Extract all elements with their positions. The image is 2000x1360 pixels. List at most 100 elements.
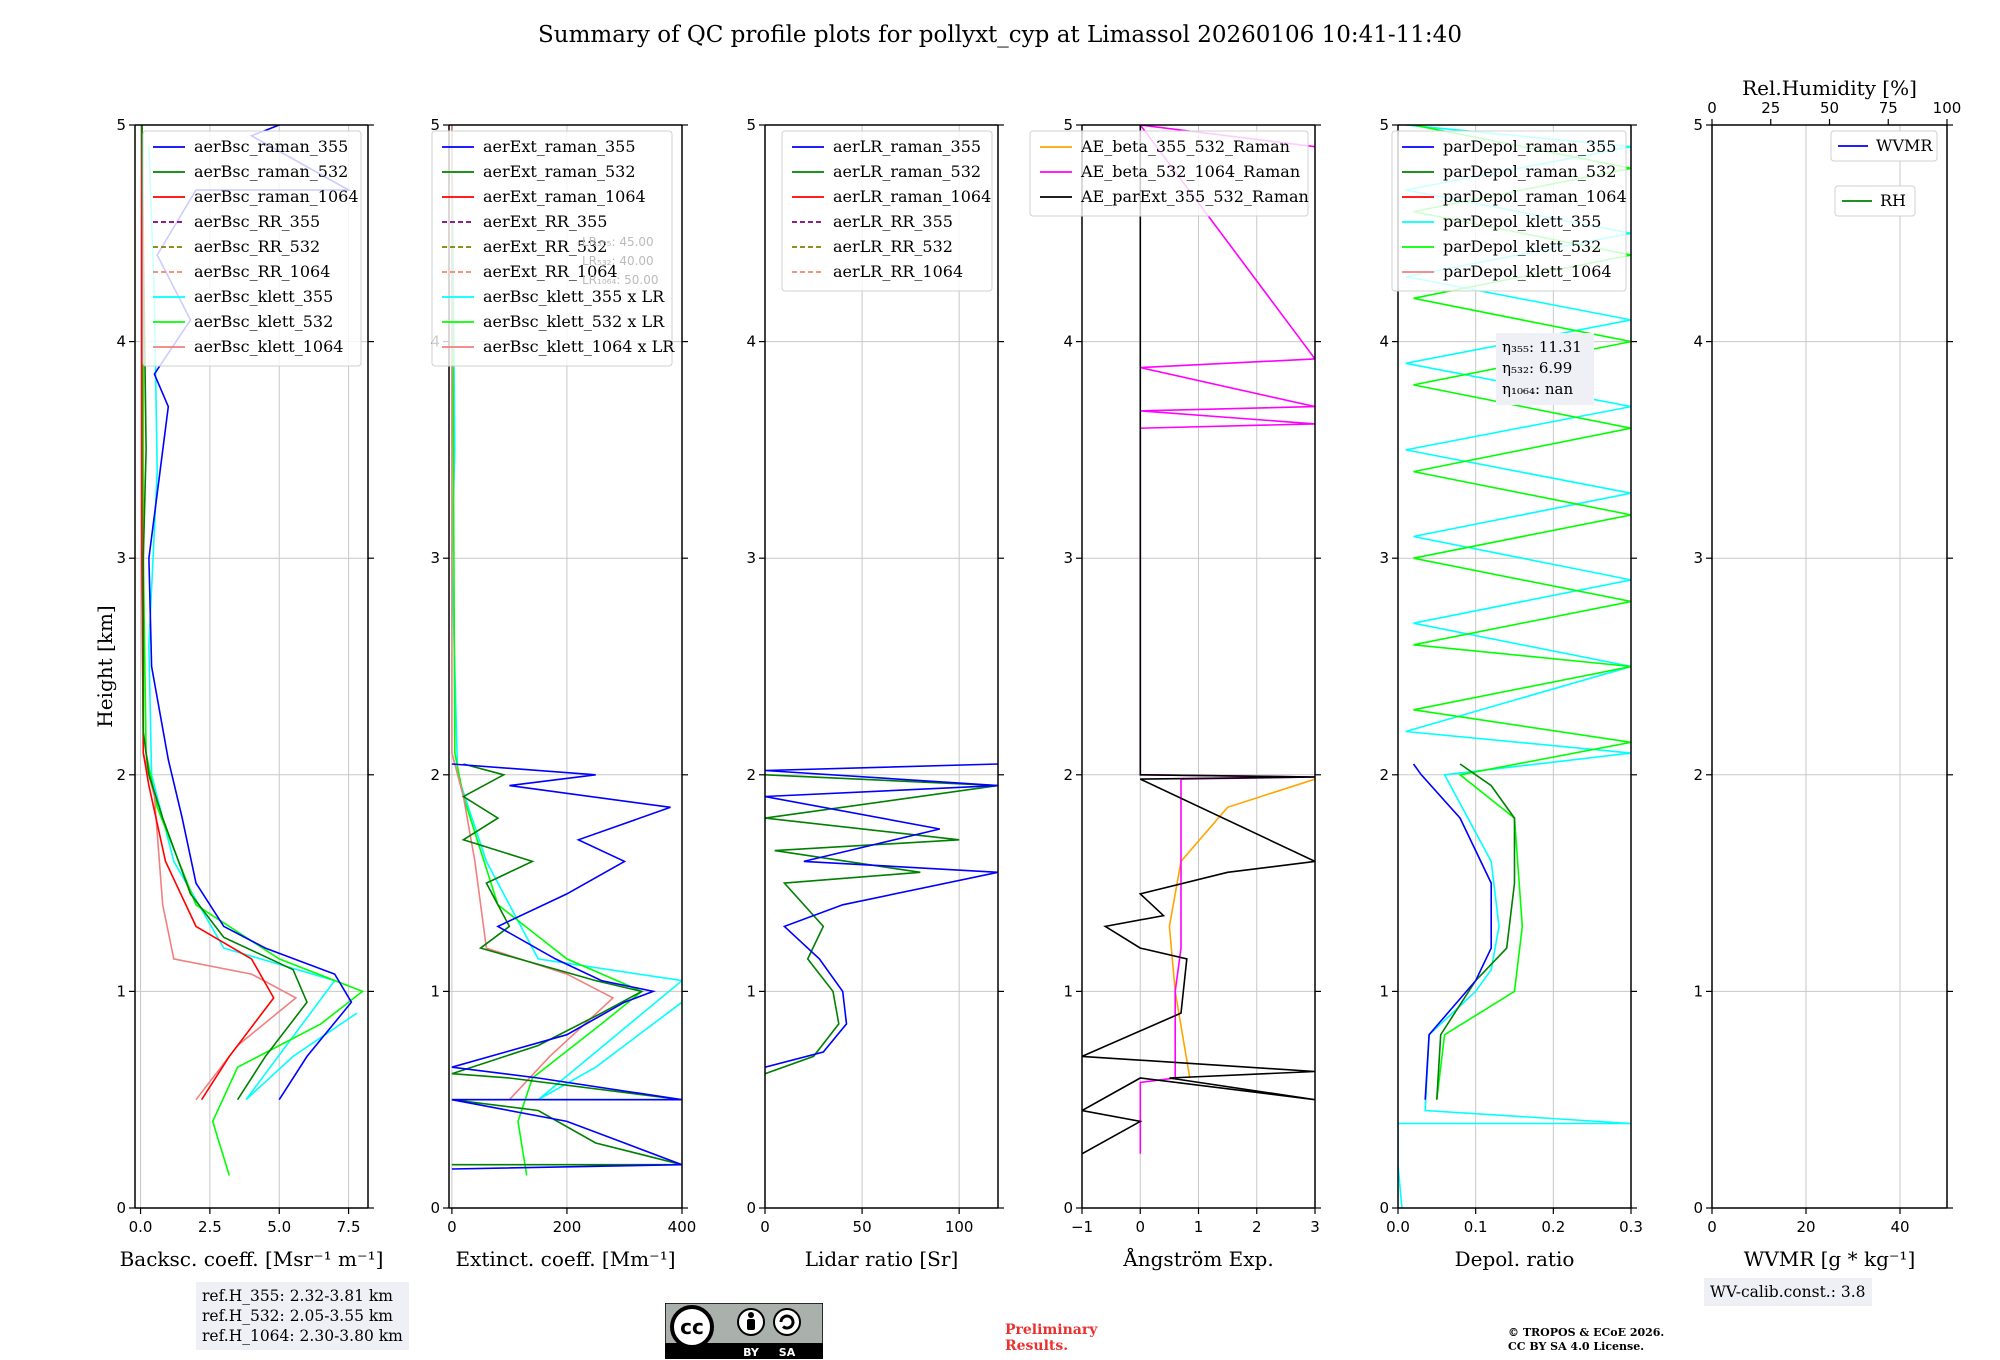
y-tick-label-3: 3 [1063, 549, 1073, 567]
y-tick-label-3: 3 [116, 549, 126, 567]
series-aerExt_raman_355 [451, 763, 682, 1170]
x-tick-label-0: 0 [760, 1218, 770, 1236]
legend-label-3: aerLR_RR_355 [833, 212, 953, 231]
y-tick-label-5: 5 [1693, 116, 1703, 134]
cc-letters: cc [680, 1315, 704, 1339]
ref-height-532: ref.H_532: 2.05-3.55 km [202, 1307, 393, 1325]
x-tick-label-0: 0 [447, 1218, 457, 1236]
y-tick-label-2: 2 [746, 766, 756, 784]
y-tick-label-4: 4 [116, 333, 126, 351]
legend-label-0: aerBsc_raman_355 [194, 137, 348, 156]
y-tick-label-0: 0 [1693, 1199, 1703, 1217]
legend-label-6: aerBsc_klett_355 [194, 287, 333, 306]
legend-label-5: aerLR_RR_1064 [833, 262, 963, 281]
ref-height-1064: ref.H_1064: 2.30-3.80 km [202, 1327, 403, 1345]
x-tick-label-2: 0.2 [1541, 1218, 1565, 1236]
legend-label-1: aerLR_raman_532 [833, 162, 981, 181]
legend-label-1: aerBsc_raman_532 [194, 162, 348, 181]
legend-box [431, 130, 673, 367]
legend-label-5: aerExt_RR_1064 [483, 262, 618, 281]
series-aerBsc_klett_532 [141, 125, 365, 1176]
legend-label-rh: RH [1880, 191, 1906, 210]
legend-label-2: aerLR_raman_1064 [833, 187, 991, 206]
x-axis-label: Backsc. coeff. [Msr⁻¹ m⁻¹] [120, 1247, 384, 1271]
y-tick-label-1: 1 [1379, 982, 1389, 1000]
series-aerBsc_klett_1064 x LR [451, 125, 615, 1101]
y-tick-label-1: 1 [116, 982, 126, 1000]
legend-label-5: parDepol_klett_1064 [1443, 262, 1612, 281]
legend-label-2: aerBsc_raman_1064 [194, 187, 359, 206]
legend: aerLR_raman_355 aerLR_raman_532 aerLR_rama… [781, 130, 993, 292]
x-tick-label-2: 40 [1890, 1218, 1909, 1236]
legend-label-7: aerBsc_klett_532 x LR [483, 312, 665, 331]
reference-heights-box: ref.H_355: 2.32-3.81 km ref.H_532: 2.05-… [196, 1282, 409, 1350]
legend-rh: RH [1834, 185, 1916, 217]
legend-label-8: aerBsc_klett_1064 [194, 337, 343, 356]
x-tick-label-1: 20 [1796, 1218, 1815, 1236]
legend-label-7: aerBsc_klett_532 [194, 312, 333, 331]
legend-box [1029, 130, 1309, 217]
panel-wv: 0 20 40 0 1 2 3 4 5 WVMR [g * kg⁻¹] 0 25 50 75 100 Rel.… [1693, 76, 1961, 1271]
panel-lr: 0 50 100 0 1 2 3 4 5 Lidar ratio [Sr] aerLR_raman_… [746, 116, 1004, 1271]
lr-label-1: LR₅₃₂: 40.00 [582, 254, 654, 268]
legend-label-4: aerLR_RR_532 [833, 237, 953, 256]
x-tick-label-2: 5.0 [267, 1218, 291, 1236]
y-tick-label-5: 5 [1379, 116, 1389, 134]
ref-height-355: ref.H_355: 2.32-3.81 km [202, 1287, 393, 1305]
x-tick-label-3: 2 [1252, 1218, 1262, 1236]
cc-by-sa-badge: cc BY SA [665, 1303, 823, 1359]
top-tick-label-4: 100 [1933, 99, 1962, 117]
legend-box [781, 130, 993, 292]
wv-calibration-box: WV-calib.const.: 3.8 [1704, 1278, 1872, 1306]
x-tick-label-0: 0 [1707, 1218, 1717, 1236]
preliminary-note: Preliminary Results. [1005, 1322, 1097, 1354]
cc-icon [670, 1305, 714, 1349]
series-AE_beta_355_532_Raman [1168, 778, 1315, 1079]
y-tick-label-4: 4 [746, 333, 756, 351]
legend-label-wvmr: WVMR [1876, 136, 1933, 155]
y-tick-label-2: 2 [1063, 766, 1073, 784]
x-tick-label-3: 7.5 [337, 1218, 361, 1236]
panel-ext: 0200400012345Extinct. coeff. [Mm⁻¹]aerEx… [430, 116, 696, 1271]
y-tick-label-2: 2 [116, 766, 126, 784]
y-tick-label-1: 1 [1693, 982, 1703, 1000]
legend-wvmr: WVMR [1830, 130, 1938, 162]
y-tick-label-3: 3 [746, 549, 756, 567]
legend-label-3: aerExt_RR_355 [483, 212, 607, 231]
series-aerBsc_raman_1064 [141, 125, 275, 1101]
eta-box [1496, 333, 1594, 405]
top-tick-label-0: 0 [1707, 99, 1717, 117]
x-tick-label-0: 0.0 [1386, 1218, 1410, 1236]
x-tick-label-4: 3 [1310, 1218, 1320, 1236]
legend: aerExt_raman_355 aerExt_raman_532 aerExt_r… [431, 130, 675, 367]
y-tick-label-0: 0 [1063, 1199, 1073, 1217]
y-tick-label-5: 5 [430, 116, 440, 134]
y-tick-label-1: 1 [430, 982, 440, 1000]
series-parDepol_raman_532 [1436, 763, 1516, 1100]
legend-box [1391, 130, 1627, 292]
series-group [141, 125, 365, 1176]
preliminary-line1: Preliminary [1005, 1322, 1098, 1338]
y-tick-label-2: 2 [1693, 766, 1703, 784]
y-tick-label-3: 3 [1379, 549, 1389, 567]
legend-label-3: parDepol_klett_355 [1443, 212, 1601, 231]
series-aerLR_raman_355 [765, 763, 998, 1068]
series-aerExt_raman_532 [451, 763, 682, 1166]
x-axis-label: WVMR [g * kg⁻¹] [1744, 1247, 1916, 1271]
legend-label-5: aerBsc_RR_1064 [194, 262, 330, 281]
lr-label-0: LR₃₅₅: 45.00 [582, 235, 654, 249]
legend-label-0: aerExt_raman_355 [483, 137, 636, 156]
legend-box [142, 130, 362, 367]
sa-share-icon [773, 1308, 801, 1336]
legend-label-2: aerExt_raman_1064 [483, 187, 646, 206]
eta-label-1: η₅₃₂: 6.99 [1502, 359, 1572, 377]
y-tick-label-5: 5 [116, 116, 126, 134]
y-axis-label: Height [km] [93, 605, 117, 727]
x-tick-label-1: 50 [853, 1218, 872, 1236]
series-group [451, 125, 682, 1176]
x-axis-label: Ångström Exp. [1122, 1246, 1273, 1271]
top-tick-label-1: 25 [1761, 99, 1780, 117]
top-tick-label-3: 75 [1879, 99, 1898, 117]
legend-label-4: parDepol_klett_532 [1443, 237, 1601, 256]
